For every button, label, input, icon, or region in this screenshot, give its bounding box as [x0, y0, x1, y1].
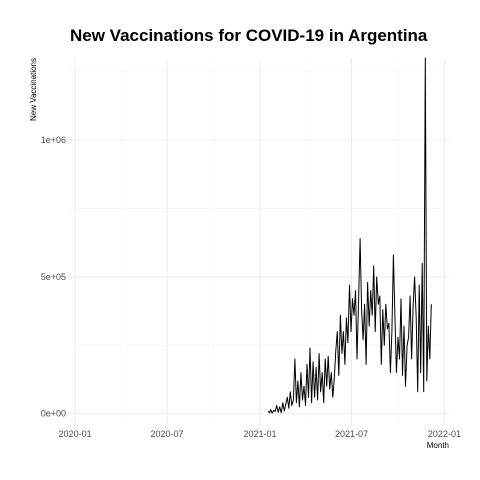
grid: [69, 58, 449, 426]
x-tick-label: 2022-01: [428, 429, 461, 439]
series-layer: [267, 57, 432, 414]
x-tick-label: 2021-07: [335, 429, 368, 439]
y-axis-title: New Vaccinations: [29, 58, 38, 121]
x-axis-title: Month: [427, 441, 449, 450]
tick-labels: 2020-01 2020-07 2021-01 2021-07 2022-01 0e+00…: [41, 135, 461, 439]
y-tick-label: 1e+06: [41, 135, 66, 145]
x-tick-label: 2020-01: [59, 429, 92, 439]
series-line: [267, 57, 432, 414]
x-tick-label: 2021-01: [243, 429, 276, 439]
x-tick-label: 2020-07: [151, 429, 184, 439]
y-tick-label: 0e+00: [41, 409, 66, 419]
y-tick-label: 5e+05: [41, 272, 66, 282]
chart-title: New Vaccinations for COVID-19 in Argenti…: [70, 26, 428, 45]
